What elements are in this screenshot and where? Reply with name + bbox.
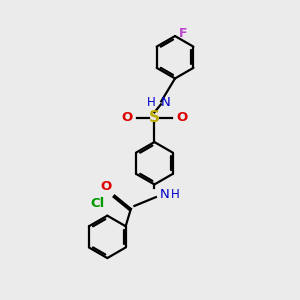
Text: H: H	[147, 96, 156, 110]
Text: H: H	[171, 188, 179, 201]
Text: N: N	[161, 96, 171, 110]
Text: Cl: Cl	[90, 197, 104, 210]
Text: O: O	[176, 111, 188, 124]
Text: O: O	[100, 180, 112, 193]
Text: O: O	[121, 111, 132, 124]
Text: N: N	[159, 188, 169, 201]
Text: F: F	[178, 27, 187, 40]
Text: S: S	[149, 110, 160, 125]
